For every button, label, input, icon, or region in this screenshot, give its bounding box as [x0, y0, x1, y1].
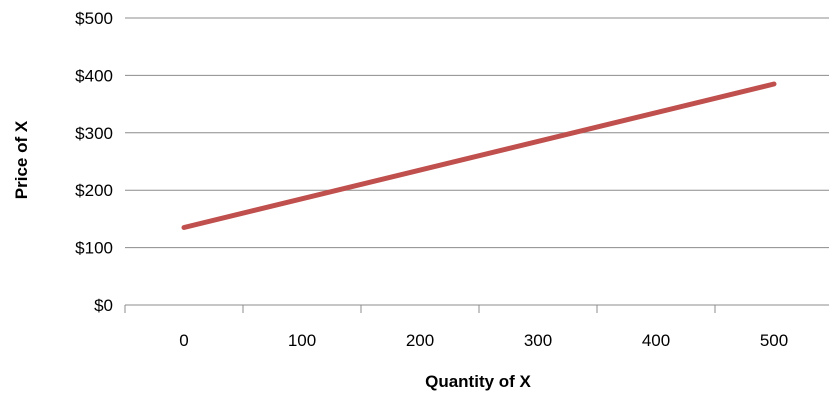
x-axis-title: Quantity of X [425, 372, 531, 391]
y-tick-label: $200 [75, 181, 113, 200]
x-tick-label: 300 [524, 331, 552, 350]
y-tick-label: $100 [75, 239, 113, 258]
y-tick-label: $400 [75, 66, 113, 85]
series-line [181, 81, 777, 230]
y-axis-tick-labels: $0 $100 $200 $300 $400 $500 [75, 9, 113, 315]
x-tick-label: 200 [406, 331, 434, 350]
y-axis-title: Price of X [12, 120, 31, 199]
x-tick-label: 100 [288, 331, 316, 350]
series-layer [181, 81, 777, 230]
y-tick-label: $500 [75, 9, 113, 28]
y-tick-label: $0 [94, 296, 113, 315]
gridlines [125, 17, 829, 249]
x-tick-label: 500 [760, 331, 788, 350]
y-tick-label: $300 [75, 124, 113, 143]
x-tick-label: 0 [179, 331, 188, 350]
x-axis: 0 100 200 300 400 500 [124, 304, 829, 350]
x-tick-label: 400 [642, 331, 670, 350]
